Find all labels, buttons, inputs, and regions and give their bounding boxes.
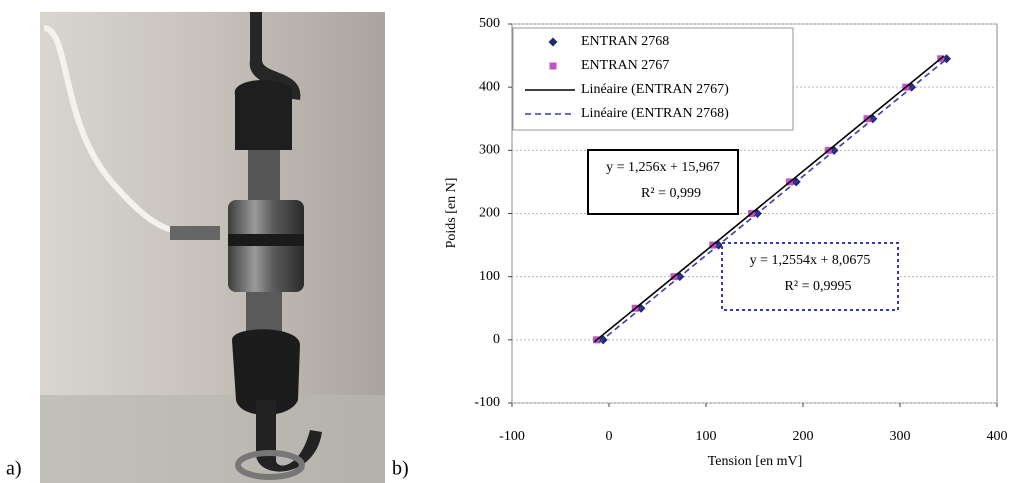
y-tick-label: 200 bbox=[479, 206, 500, 221]
y-tick-label: 0 bbox=[493, 332, 500, 347]
legend-box bbox=[512, 27, 794, 131]
photo bbox=[40, 12, 385, 483]
y-tick-label: 400 bbox=[479, 79, 500, 94]
equation-text: R² = 0,9995 bbox=[785, 279, 852, 294]
x-tick-label: 300 bbox=[890, 429, 911, 444]
shackle-top bbox=[234, 80, 293, 150]
trend-line bbox=[593, 55, 945, 343]
x-tick-label: 100 bbox=[696, 429, 717, 444]
panel-label: b) bbox=[392, 458, 409, 480]
x-axis-label: Tension [en mV] bbox=[708, 454, 803, 469]
load-cell-band bbox=[228, 234, 304, 246]
legend-marker bbox=[549, 62, 557, 70]
cable-gland bbox=[170, 226, 220, 240]
x-tick-label: -100 bbox=[499, 429, 525, 444]
x-tick-label: 400 bbox=[987, 429, 1008, 444]
shackle-bottom bbox=[232, 329, 300, 415]
x-tick-label: 200 bbox=[793, 429, 814, 444]
trend-line bbox=[598, 56, 950, 343]
y-tick-label: 300 bbox=[479, 143, 500, 158]
x-tick-label: 0 bbox=[606, 429, 613, 444]
legend-label: Linéaire (ENTRAN 2768) bbox=[581, 106, 729, 121]
thread-top bbox=[248, 150, 280, 205]
equation-text: R² = 0,999 bbox=[641, 186, 701, 201]
panel-label: a) bbox=[6, 458, 22, 480]
legend-label: ENTRAN 2767 bbox=[581, 58, 669, 73]
shelf bbox=[40, 395, 385, 483]
y-axis-label: Poids [en N] bbox=[444, 178, 459, 249]
y-tick-label: -100 bbox=[474, 395, 500, 410]
y-tick-label: 100 bbox=[479, 269, 500, 284]
equation-box bbox=[587, 149, 739, 215]
legend: ENTRAN 2768 ENTRAN 2767 Linéaire (ENTRAN 2… bbox=[512, 27, 794, 131]
legend-label: ENTRAN 2768 bbox=[581, 34, 669, 49]
y-tick-label: 500 bbox=[479, 16, 500, 31]
wire-rope bbox=[235, 450, 305, 480]
legend-label: Linéaire (ENTRAN 2767) bbox=[581, 82, 729, 97]
hook-top bbox=[249, 12, 301, 100]
legend-marker bbox=[548, 37, 558, 47]
equation-text: y = 1,2554x + 8,0675 bbox=[750, 253, 871, 268]
cable bbox=[43, 25, 183, 235]
equation-text: y = 1,256x + 15,967 bbox=[606, 160, 720, 175]
equation-box bbox=[721, 242, 899, 311]
